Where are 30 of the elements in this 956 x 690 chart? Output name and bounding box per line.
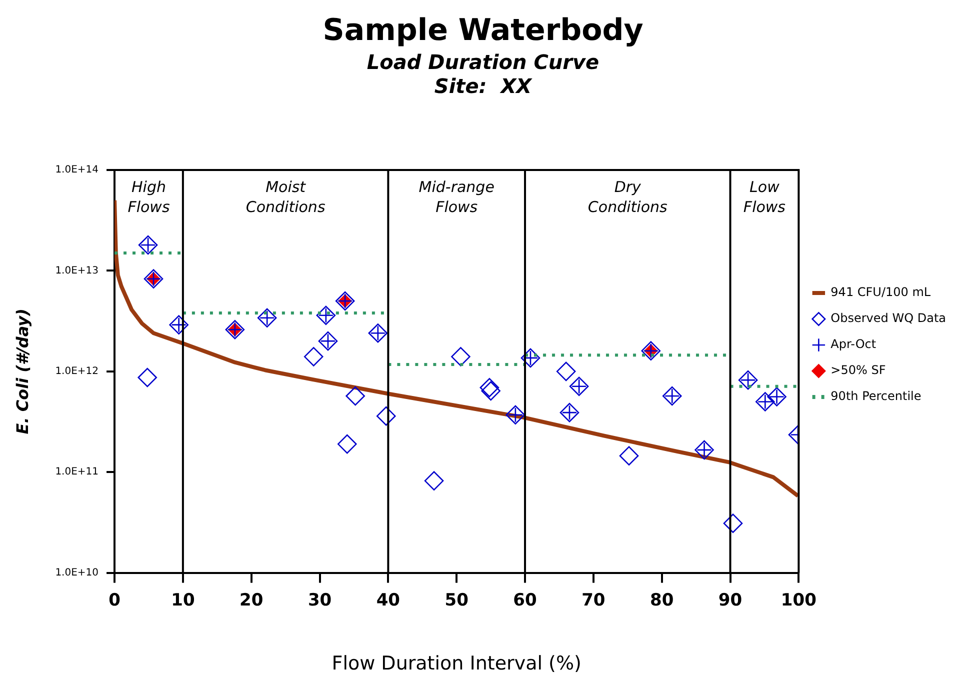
annotation: High Flows xyxy=(128,178,170,216)
legend-label: >50% SF xyxy=(830,363,886,378)
legend-label: Apr-Oct xyxy=(830,337,876,352)
x-tick-label: 90 xyxy=(718,590,742,610)
x-tick-label: 60 xyxy=(513,590,538,610)
x-tick-label: 30 xyxy=(308,590,332,610)
x-tick-label: 10 xyxy=(171,590,195,610)
x-tick-label: 80 xyxy=(650,590,674,610)
annotation: Low Flows xyxy=(743,178,786,216)
legend-label: 90th Percentile xyxy=(830,389,922,404)
x-tick-label: 0 xyxy=(108,590,121,610)
y-tick-label: 1.0E+14 xyxy=(55,164,99,176)
x-tick-label: 40 xyxy=(376,590,400,610)
x-tick-label: 50 xyxy=(444,590,469,610)
x-tick-label: 70 xyxy=(582,590,606,610)
x-tick-label: 20 xyxy=(240,590,264,610)
y-tick-label: 1.0E+12 xyxy=(55,366,99,377)
annotation: Dry Conditions xyxy=(588,178,668,216)
y-tick-label: 1.0E+13 xyxy=(55,265,99,276)
chart-title: Sample Waterbody xyxy=(322,12,644,48)
y-tick-label: 1.0E+11 xyxy=(55,466,99,478)
x-tick-label: 100 xyxy=(780,590,817,610)
x-axis-title: Flow Duration Interval (%) xyxy=(332,652,582,675)
legend-label: 941 CFU/100 mL xyxy=(830,285,931,300)
chart-subtitle: Load Duration Curve Site: XX xyxy=(366,50,600,98)
y-axis-title: E. Coli (#/day) xyxy=(12,308,32,434)
legend-label: Observed WQ Data xyxy=(830,311,946,326)
annotation: Moist Conditions xyxy=(246,178,326,216)
annotation: Mid-range Flows xyxy=(418,178,494,216)
y-tick-label: 1.0E+10 xyxy=(55,567,99,578)
